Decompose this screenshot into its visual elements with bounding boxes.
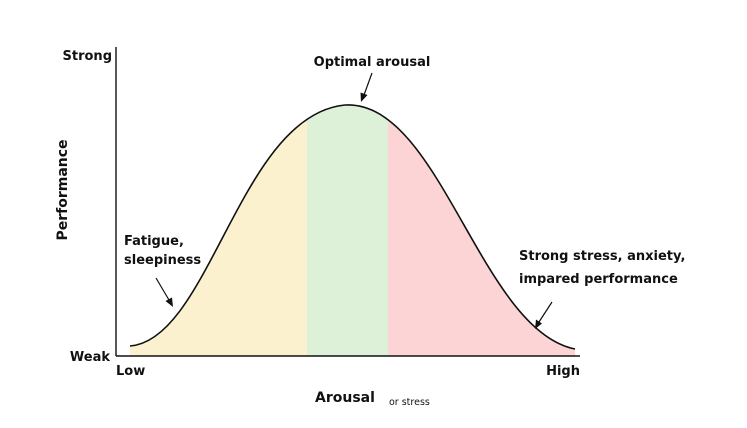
annotation-arrows <box>155 72 553 329</box>
right-arrow <box>538 301 553 323</box>
zone-optimal-arousal <box>307 104 389 356</box>
zone-high-arousal <box>388 104 575 356</box>
y-axis-title: Performance <box>55 139 71 240</box>
x-axis-left-label: Low <box>116 364 145 379</box>
left-annotation-line1: Fatigue, <box>124 234 184 249</box>
peak-arrow <box>363 72 373 96</box>
y-axis-top-label: Strong <box>63 49 112 64</box>
zone-low-arousal <box>130 104 308 356</box>
left-arrow <box>155 277 170 301</box>
x-axis-right-label: High <box>546 364 580 379</box>
left-annotation-line2: sleepiness <box>124 253 201 268</box>
zones <box>130 104 575 356</box>
y-axis-bottom-label: Weak <box>70 350 110 365</box>
right-arrowhead <box>535 319 542 329</box>
right-annotation-line1: Strong stress, anxiety, <box>519 249 685 264</box>
x-axis-title: Arousal <box>315 390 375 406</box>
x-axis-title-note: or stress <box>389 397 430 408</box>
peak-arrowhead <box>360 92 368 102</box>
right-annotation-line2: impared performance <box>519 272 678 287</box>
performance-curve <box>129 104 576 350</box>
left-arrowhead <box>165 297 173 307</box>
peak-annotation: Optimal arousal <box>314 55 431 70</box>
